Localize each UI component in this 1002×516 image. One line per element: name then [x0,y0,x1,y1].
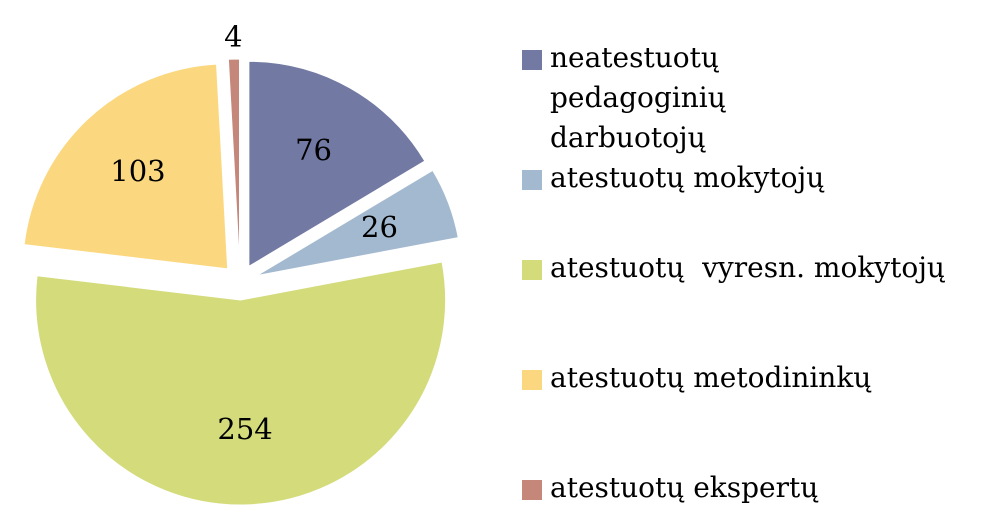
pie-slice [227,58,241,265]
legend-item: atestuotų metodininkų [522,358,990,398]
data-label: 254 [217,412,272,446]
legend-label: neatestuotų pedagoginių darbuotojų [550,41,735,154]
legend-label: atestuotų vyresn. mokytojų [550,251,945,284]
legend-swatch [522,50,542,70]
data-label: 26 [361,210,398,244]
legend-swatch [522,480,542,500]
data-label: 103 [110,154,165,188]
legend-label: atestuotų metodininkų [550,361,872,394]
legend-item: atestuotų vyresn. mokytojų [522,248,990,288]
legend-swatch [522,370,542,390]
pie-area: 76 26 254 103 4 [23,20,459,506]
pie-slice [256,169,459,277]
legend-item: atestuotų ekspertų [522,468,990,508]
legend: neatestuotų pedagoginių darbuotojų atestu… [522,0,1002,516]
legend-swatch [522,260,542,280]
pie-slice [248,60,426,268]
legend-label: atestuotų mokytojų [550,161,825,194]
pie-slice [35,261,447,506]
legend-label: atestuotų ekspertų [550,471,819,504]
pie-slice [23,63,229,270]
legend-item: neatestuotų pedagoginių darbuotojų [522,38,810,158]
data-label: 4 [224,20,242,54]
legend-swatch [522,170,542,190]
data-label: 76 [295,133,332,167]
legend-item: atestuotų mokytojų [522,158,990,198]
